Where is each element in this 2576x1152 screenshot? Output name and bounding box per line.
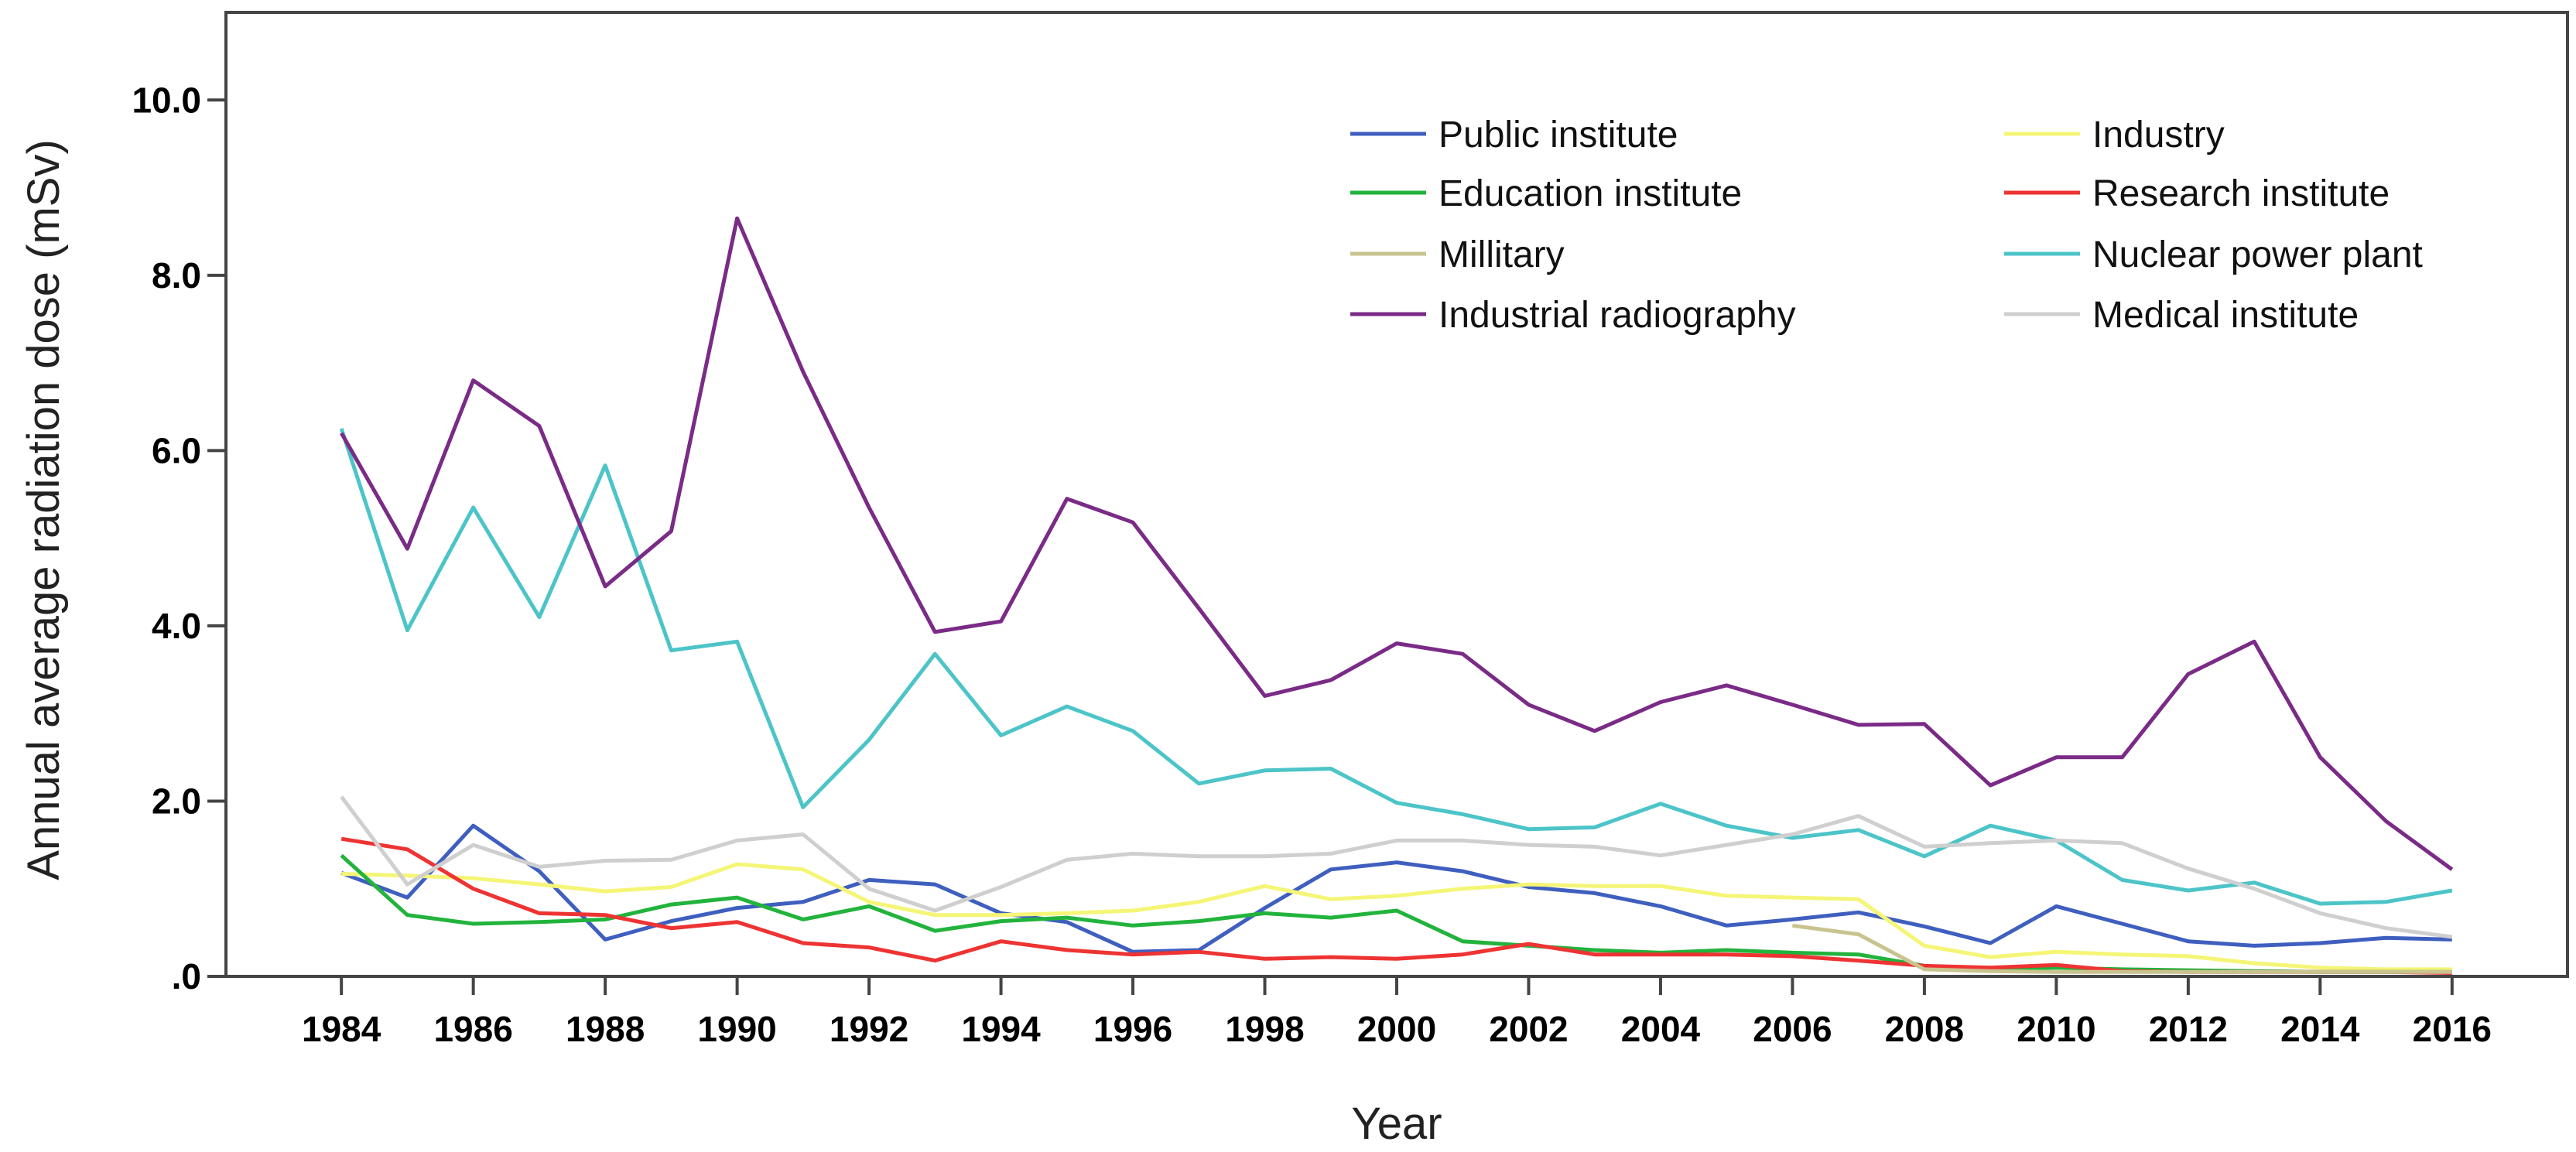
x-tick-label: 1996 [1093,1009,1172,1049]
y-tick-label: 10.0 [132,80,201,120]
x-tick-label: 1984 [302,1009,381,1049]
series-line-industrial-radiography [340,216,2454,871]
series-layer [339,216,2454,975]
x-tick-label: 1994 [961,1009,1041,1049]
x-tick-label: 1998 [1225,1009,1304,1049]
legend: Public institute Industry Education instit… [1350,115,2423,336]
series-line-public-institute [340,823,2452,954]
legend-label: Public institute [1439,115,1678,156]
x-tick-label: 1986 [433,1009,512,1049]
legend-label: Industry [2092,115,2225,156]
plot-frame [224,11,2569,978]
series-line-research-institute [340,836,2452,975]
x-axis-title: Year [1351,1099,1442,1149]
x-tick-label: 2004 [1621,1009,1701,1049]
y-tick-label: 4.0 [152,606,201,646]
x-tick-label: 2014 [2280,1009,2360,1049]
legend-item: Research institute [2004,173,2390,214]
y-tick-label: .0 [172,956,201,996]
x-tick-label: 2012 [2149,1009,2228,1049]
x-tick-label: 2016 [2413,1009,2492,1049]
legend-item: Industry [2004,115,2225,156]
series-line-nuclear-power-plant [339,428,2453,906]
legend-label: Education institute [1439,173,1742,214]
x-tick-label: 2006 [1753,1009,1832,1049]
legend-item: Nuclear power plant [2004,234,2423,275]
legend-label: Millitary [1439,234,1565,275]
x-tick-label: 1988 [566,1009,645,1049]
legend-item: Public institute [1350,115,1678,156]
legend-item: Education institute [1350,173,1742,214]
x-tick-label: 2010 [2017,1009,2095,1049]
y-axis-title: Annual average radiation dose (mSv) [19,139,69,880]
x-tick-label: 2000 [1357,1009,1436,1049]
series-line-industry [341,862,2452,972]
legend-item: Millitary [1350,234,1565,275]
x-tick-label: 1990 [697,1009,776,1049]
legend-label: Industrial radiography [1439,295,1796,336]
legend-label: Research institute [2092,173,2390,214]
legend-label: Medical institute [2092,295,2359,336]
y-tick-label: 2.0 [152,781,201,821]
x-tick-label: 2008 [1885,1009,1964,1049]
axes-layer: .0 2.0 4.0 6.0 8.0 10.0 1984 1986 1988 1990 1992 19… [19,11,2569,1149]
x-tick-label: 1992 [830,1009,908,1049]
legend-label: Nuclear power plant [2092,234,2423,275]
legend-item: Industrial radiography [1350,295,1796,336]
x-tick-label: 2002 [1489,1009,1568,1049]
legend-item: Medical institute [2004,295,2359,336]
y-tick-label: 8.0 [152,255,201,296]
series-line-millitary [1792,923,2452,974]
y-tick-label: 6.0 [152,430,201,470]
series-line-medical-institute [340,795,2453,939]
